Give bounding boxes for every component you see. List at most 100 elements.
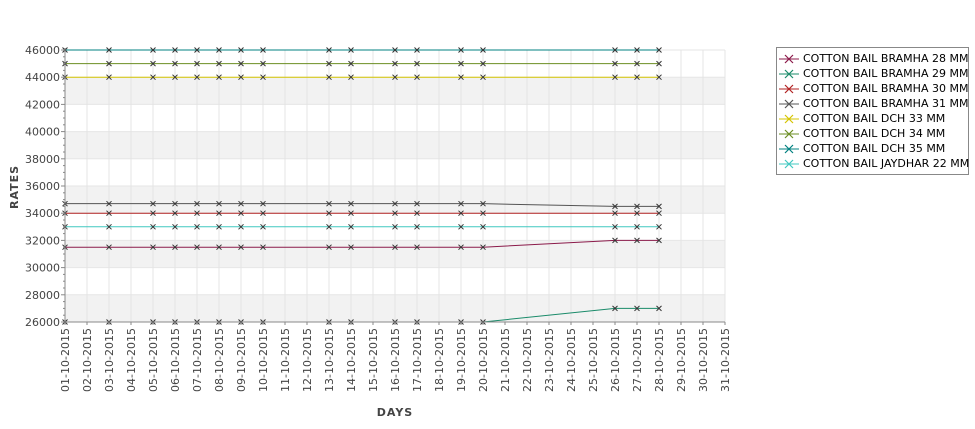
data-point-marker [634,305,640,312]
x-tick-label: 27-10-2015 [631,328,644,392]
data-point-marker [326,223,332,230]
data-point-marker [414,200,420,207]
data-point-marker [260,47,266,53]
data-point-marker [260,210,266,217]
data-point-marker [260,223,266,230]
data-point-marker [150,200,156,207]
data-point-marker [634,60,640,67]
data-point-marker [150,47,156,53]
data-point-marker [106,223,112,230]
data-point-marker [260,200,266,207]
data-point-marker [458,223,464,230]
legend-item: COTTON BAIL DCH 34 MM [777,126,968,141]
data-point-marker [348,223,354,230]
y-tick-label: 38000 [25,153,60,166]
y-tick-label: 42000 [25,98,60,111]
data-point-marker [392,60,398,67]
x-tick-label: 26-10-2015 [609,328,622,392]
data-point-marker [172,244,178,251]
data-point-marker [348,74,354,81]
data-point-marker [106,60,112,67]
data-point-marker [414,244,420,251]
data-point-marker [612,210,618,217]
data-point-marker [656,305,662,312]
data-point-marker [656,210,662,217]
data-point-marker [480,74,486,81]
x-tick-label: 04-10-2015 [125,328,138,392]
legend-label: COTTON BAIL DCH 35 MM [803,142,946,155]
data-point-marker [106,200,112,207]
data-point-marker [348,47,354,53]
legend-marker-icon [779,159,799,168]
data-point-marker [216,244,222,251]
x-tick-label: 10-10-2015 [257,328,270,392]
data-point-marker [480,244,486,251]
x-tick-label: 02-10-2015 [81,328,94,392]
x-tick-label: 07-10-2015 [191,328,204,392]
data-point-marker [194,200,200,207]
data-point-marker [458,60,464,67]
legend-item: COTTON BAIL DCH 35 MM [777,141,968,156]
data-point-marker [172,47,178,53]
data-point-marker [414,47,420,53]
x-tick-label: 19-10-2015 [455,328,468,392]
data-point-marker [106,244,112,251]
y-tick-label: 34000 [25,207,60,220]
data-point-marker [172,74,178,81]
y-tick-label: 44000 [25,71,60,84]
y-tick-label: 32000 [25,234,60,247]
legend-item: COTTON BAIL BRAMHA 28 MM [777,51,968,66]
legend-label: COTTON BAIL JAYDHAR 22 MM [803,157,970,170]
data-point-marker [612,74,618,81]
x-tick-label: 24-10-2015 [565,328,578,392]
legend-label: COTTON BAIL DCH 34 MM [803,127,946,140]
legend-label: COTTON BAIL DCH 33 MM [803,112,946,125]
legend-item: COTTON BAIL BRAMHA 30 MM [777,81,968,96]
x-tick-label: 08-10-2015 [213,328,226,392]
data-point-marker [238,210,244,217]
data-point-marker [458,200,464,207]
data-point-marker [458,47,464,53]
data-point-marker [238,200,244,207]
data-point-marker [260,74,266,81]
data-point-marker [634,203,640,210]
data-point-marker [326,210,332,217]
data-point-marker [194,74,200,81]
data-point-marker [414,223,420,230]
y-tick-label: 46000 [25,44,60,57]
data-point-marker [634,74,640,81]
data-point-marker [414,210,420,217]
x-tick-label: 30-10-2015 [697,328,710,392]
data-point-marker [106,74,112,81]
x-tick-label: 29-10-2015 [675,328,688,392]
data-point-marker [216,74,222,81]
data-point-marker [480,210,486,217]
data-point-marker [216,223,222,230]
vertical-gridlines [64,50,726,322]
data-point-marker [150,210,156,217]
x-tick-label: 12-10-2015 [301,328,314,392]
data-point-marker [656,203,662,210]
x-tick-label: 16-10-2015 [389,328,402,392]
data-point-marker [634,237,640,244]
x-axis-title: DAYS [377,406,413,419]
x-tick-label: 17-10-2015 [411,328,424,392]
data-point-marker [480,47,486,53]
data-point-marker [612,237,618,244]
legend-marker-icon [779,69,799,78]
data-point-marker [634,223,640,230]
data-point-marker [150,244,156,251]
data-point-marker [106,47,112,53]
legend-label: COTTON BAIL BRAMHA 30 MM [803,82,969,95]
x-tick-label: 23-10-2015 [543,328,556,392]
legend-label: COTTON BAIL BRAMHA 28 MM [803,52,969,65]
x-tick-label: 22-10-2015 [521,328,534,392]
x-tick-label: 05-10-2015 [147,328,160,392]
x-tick-label: 25-10-2015 [587,328,600,392]
data-point-marker [150,60,156,67]
data-point-marker [194,223,200,230]
x-tick-label: 21-10-2015 [499,328,512,392]
legend-item: COTTON BAIL DCH 33 MM [777,111,968,126]
legend-marker-icon [779,84,799,93]
